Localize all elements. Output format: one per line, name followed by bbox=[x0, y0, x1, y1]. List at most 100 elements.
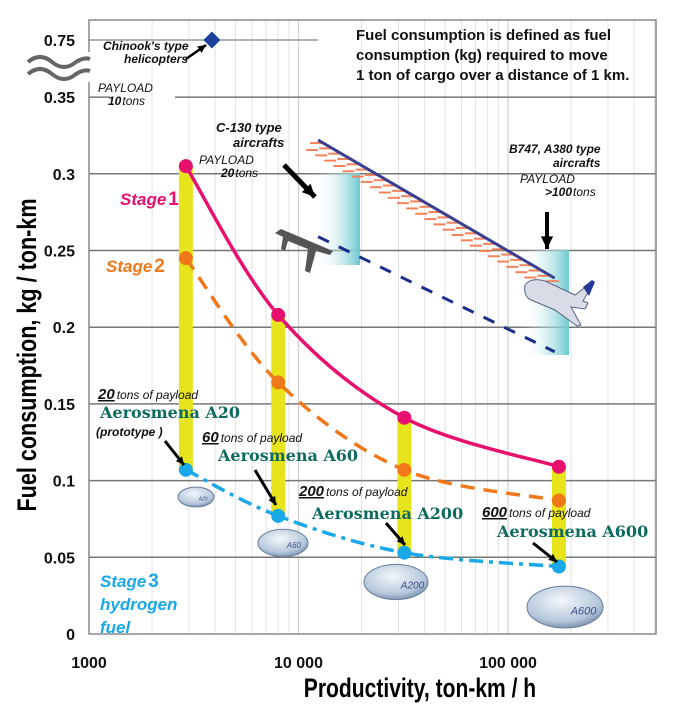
y-tick-label: 0.2 bbox=[53, 320, 75, 337]
b747-label: aircrafts bbox=[553, 156, 601, 170]
y-tick-label: 0.05 bbox=[44, 550, 75, 567]
b747-label: B747, A380 type bbox=[509, 142, 601, 156]
note-line-2: consumption (kg) required to move bbox=[356, 47, 608, 64]
data-point-stage-2 bbox=[178, 251, 193, 266]
airship-name: Aerosmena A600 bbox=[496, 522, 648, 541]
airship-dome-icon bbox=[363, 563, 429, 601]
series-label-line: fuel bbox=[100, 618, 132, 637]
y-axis-label: Fuel consumption, kg / ton-km bbox=[13, 198, 43, 511]
payload-100-word: PAYLOAD bbox=[520, 172, 575, 186]
airship-note: (prototype ) bbox=[96, 425, 163, 439]
payload-10-unit: tons bbox=[122, 94, 145, 108]
note-line-1: Fuel consumption is defined as fuel bbox=[356, 27, 611, 44]
plot-frame bbox=[26, 19, 657, 635]
payload-text: tons of payload bbox=[117, 388, 199, 402]
payload-100-unit: tons bbox=[573, 185, 596, 199]
stage-range-bar bbox=[271, 314, 286, 516]
airship-name: Aerosmena A200 bbox=[311, 504, 463, 523]
payload-10-value: 10 bbox=[108, 94, 122, 108]
airship-badge: A20 bbox=[198, 497, 208, 503]
note-line-3: 1 ton of cargo over a distance of 1 km. bbox=[356, 67, 629, 84]
payload-number: 200 bbox=[298, 483, 325, 500]
a380-aircraft-icon bbox=[524, 279, 592, 327]
helicopter-label: helicopters bbox=[124, 52, 188, 66]
series-line-stage-2 bbox=[184, 257, 560, 503]
data-point-stage-2 bbox=[397, 462, 412, 477]
arrowhead-icon bbox=[301, 183, 315, 197]
arrowhead-icon bbox=[197, 45, 206, 53]
payload-20-unit: tons bbox=[235, 166, 258, 180]
stage-range-bar bbox=[551, 466, 566, 567]
axis-break-icon bbox=[26, 55, 91, 81]
c130-aircraft-icon bbox=[275, 229, 333, 273]
series-line-stage-1 bbox=[184, 165, 560, 469]
airship-badge: A60 bbox=[286, 541, 302, 550]
data-point-stage-1 bbox=[178, 159, 193, 174]
stage-number: 3 bbox=[148, 571, 159, 592]
axis-ticks: 0 0.05 0.1 0.15 0.2 0.25 0.3 0.35 0.75 1000 10 000… bbox=[44, 33, 537, 672]
grid bbox=[89, 20, 656, 634]
definition-note: Fuel consumption is defined as fuel cons… bbox=[356, 27, 629, 84]
series-label-stage-2: Stage 2 bbox=[106, 256, 165, 277]
conventional-aircraft-line bbox=[317, 138, 556, 280]
y-tick-label: 0.25 bbox=[44, 244, 75, 261]
airship-name: Aerosmena A20 bbox=[99, 403, 240, 422]
stage-range-bar bbox=[397, 417, 412, 553]
y-tick-label: 0.3 bbox=[53, 167, 75, 184]
data-point-stage-2 bbox=[271, 375, 286, 390]
helicopter-label: Chinook's type bbox=[103, 39, 189, 53]
a380-tail-icon bbox=[583, 280, 595, 296]
data-point-stage-1 bbox=[397, 410, 412, 425]
arrowhead-icon bbox=[540, 236, 554, 249]
c130-label: aircrafts bbox=[233, 135, 284, 150]
c130-label: C-130 type bbox=[216, 120, 282, 135]
series-label-line: hydrogen bbox=[100, 595, 177, 614]
stage-number: 2 bbox=[154, 256, 165, 277]
y-tick-label: 0.35 bbox=[44, 90, 75, 107]
airship-dome-icon bbox=[257, 528, 309, 558]
plot-border bbox=[88, 19, 657, 635]
stage-word: Stage bbox=[120, 190, 166, 209]
arrowhead-icon bbox=[268, 496, 276, 505]
payload-100-value: >100 bbox=[545, 185, 572, 199]
airship-name: Aerosmena A60 bbox=[217, 446, 358, 465]
data-point-stage-3 bbox=[397, 545, 412, 560]
stage-range-bar bbox=[178, 166, 193, 470]
data-point-stage-3 bbox=[551, 559, 566, 574]
x-tick-label: 100 000 bbox=[479, 655, 537, 672]
stage-word: Stage bbox=[100, 572, 146, 591]
stage-word: Stage bbox=[106, 257, 152, 276]
airship-badge: A200 bbox=[400, 580, 425, 591]
data-point-stage-3 bbox=[178, 462, 193, 477]
payload-text: tons of payload bbox=[326, 485, 408, 499]
airship-badge: A600 bbox=[570, 606, 598, 618]
series-label-stage-3: Stage 3 bbox=[100, 571, 159, 592]
y-tick-label: 0.75 bbox=[44, 33, 75, 50]
series-label-stage-1: Stage 1 bbox=[120, 189, 179, 210]
payload-number: 60 bbox=[202, 429, 219, 446]
payload-number: 600 bbox=[482, 504, 508, 521]
arrowhead-icon bbox=[175, 456, 184, 465]
arrowhead-icon bbox=[548, 553, 557, 562]
y-tick-label: 0.1 bbox=[53, 474, 75, 491]
payload-20-value: 20 bbox=[220, 166, 235, 180]
payload-20-word: PAYLOAD bbox=[199, 153, 254, 167]
data-point-stage-1 bbox=[271, 307, 286, 322]
data-point-stage-2 bbox=[551, 493, 566, 508]
y-tick-label: 0 bbox=[66, 627, 75, 644]
data-point-stage-1 bbox=[551, 459, 566, 474]
airship-dome-icon bbox=[177, 486, 215, 508]
y-tick-label: 0.15 bbox=[44, 397, 75, 414]
stage-number: 1 bbox=[168, 189, 179, 210]
payload-number: 20 bbox=[97, 386, 115, 403]
x-axis-label: Productivity, ton-km / h bbox=[304, 674, 536, 704]
payload-text: tons of payload bbox=[221, 431, 303, 445]
x-tick-label: 1000 bbox=[71, 655, 107, 672]
payload-10-word: PAYLOAD bbox=[98, 81, 153, 95]
data-point-stage-3 bbox=[271, 508, 286, 523]
arrowhead-icon bbox=[396, 536, 405, 545]
payload-text: tons of payload bbox=[509, 506, 591, 520]
x-tick-label: 10 000 bbox=[274, 655, 323, 672]
